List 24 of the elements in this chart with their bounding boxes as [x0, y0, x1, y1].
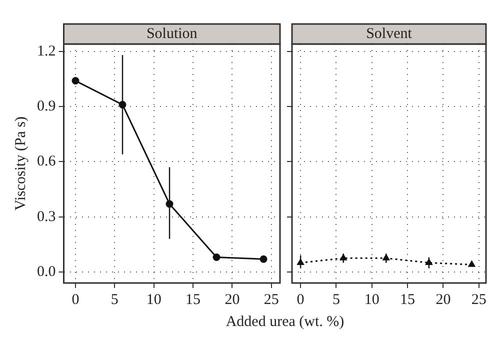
- y-tick-label: 0.3: [37, 208, 56, 225]
- x-tick-label: 0: [296, 292, 304, 308]
- y-tick-label: 0.6: [37, 154, 56, 170]
- x-tick-label: 5: [110, 292, 118, 308]
- x-tick-label: 25: [471, 292, 486, 308]
- x-tick-label: 10: [364, 292, 380, 308]
- point: [212, 254, 220, 262]
- chart-title: Solvent: [366, 26, 413, 42]
- x-tick-label: 25: [264, 292, 279, 308]
- x-tick-label: 5: [332, 292, 340, 308]
- chart-title: Solution: [146, 26, 198, 42]
- x-tick-label: 15: [186, 292, 201, 308]
- x-tick-label: 0: [72, 292, 80, 308]
- x-tick-label: 20: [224, 292, 240, 308]
- x-tick-label: 15: [400, 292, 416, 308]
- point: [260, 255, 268, 263]
- point: [72, 77, 80, 85]
- x-axis-title: Added urea (wt. %): [224, 314, 346, 331]
- x-tick-label: 10: [146, 292, 162, 308]
- x-tick-label: 20: [436, 292, 451, 308]
- y-tick-label: 0.9: [37, 98, 56, 114]
- y-tick-label: 0.0: [37, 264, 56, 280]
- y-tick-label: 1.2: [37, 43, 56, 60]
- y-axis-title: Viscosity (Pa s): [12, 116, 29, 211]
